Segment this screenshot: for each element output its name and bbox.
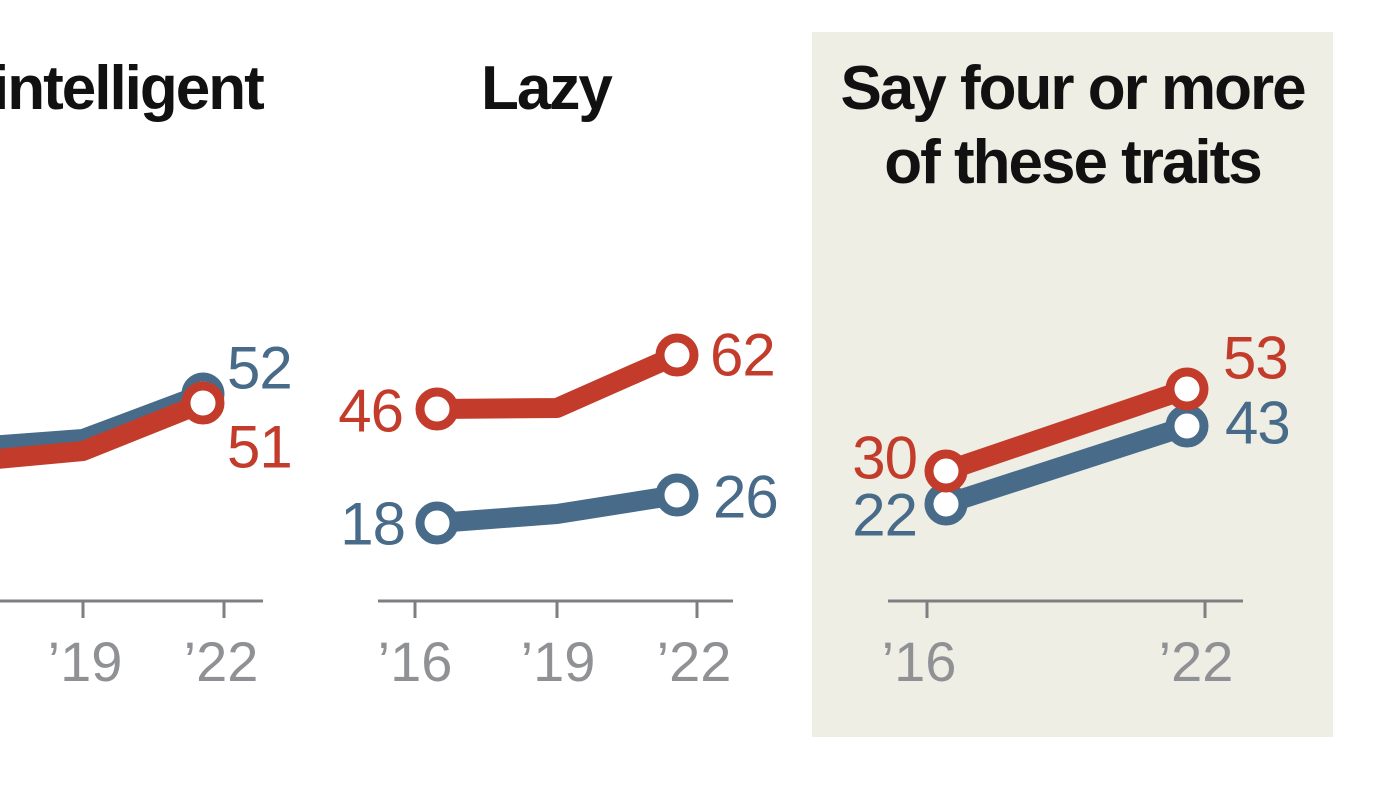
data-point-marker-blue [1165, 404, 1209, 448]
value-label-red: 62 [710, 322, 775, 389]
value-label-blue: 43 [1225, 390, 1290, 457]
axis-tick-label: ’16 [378, 630, 453, 693]
data-point-marker-red [924, 449, 968, 493]
trend-line-red [0, 393, 207, 469]
axis-tick-label: ’22 [657, 630, 732, 693]
trend-line-blue [436, 485, 679, 533]
value-label-red: 53 [1223, 325, 1288, 392]
value-label-red: 51 [227, 414, 292, 481]
axis-tick-label: ’22 [184, 630, 259, 693]
value-label-blue: 18 [340, 491, 405, 558]
data-point-marker-blue [655, 473, 699, 517]
panel-title-four-or-more-line1: Say four or more [840, 54, 1306, 123]
axis-tick-label: ’16 [882, 630, 957, 693]
panel-title-intelligent: intelligent [0, 54, 265, 123]
panel-title-four-or-more-line2: of these traits [884, 128, 1263, 198]
value-label-blue: 26 [713, 464, 778, 531]
highlight-panel-background [812, 32, 1333, 737]
value-label-red: 30 [852, 425, 917, 492]
value-label-red: 46 [338, 378, 403, 445]
panel-title-four-or-more: Say four or more of these traits [812, 52, 1333, 201]
data-point-marker-red [655, 333, 699, 377]
trend-line-blue [942, 416, 1191, 514]
data-point-marker-red [1165, 367, 1209, 411]
axis-tick-label: ’22 [1159, 630, 1234, 693]
value-label-blue: 22 [852, 482, 917, 549]
trend-line-red [942, 379, 1191, 481]
axis-tick-label: ’19 [48, 630, 123, 693]
data-point-marker-red [415, 387, 459, 431]
data-point-marker-blue [415, 501, 459, 545]
panel-title-lazy: Lazy [481, 54, 613, 123]
trend-line-red [436, 345, 682, 419]
data-point-marker-red [181, 381, 225, 425]
axis-tick-label: ’19 [521, 630, 596, 693]
value-label-blue: 52 [227, 335, 292, 402]
